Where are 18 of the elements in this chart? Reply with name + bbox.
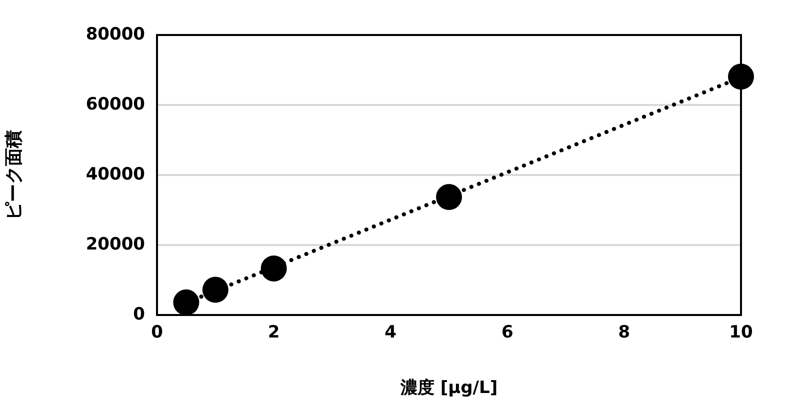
x-tick-label: 4 [384,322,397,343]
point [260,255,287,282]
y-tick-label: 20000 [86,234,146,254]
point [202,276,228,303]
point [173,289,200,316]
x-tick-label: 2 [268,322,280,343]
y-tick-label: 0 [133,304,146,324]
point [728,64,754,90]
y-axis-title: ピーク面積 [3,130,24,220]
x-tick-label: 6 [501,322,514,343]
x-tick-label: 8 [618,322,630,343]
x-axis-title: 濃度 [μg/L] [399,378,498,398]
y-tick-label: 40000 [86,164,146,184]
point [436,184,462,210]
y-tick-label: 80000 [86,24,146,44]
x-tick-label: 10 [729,322,753,343]
x-tick-label: 0 [151,322,164,343]
y-tick-label: 60000 [86,94,146,114]
